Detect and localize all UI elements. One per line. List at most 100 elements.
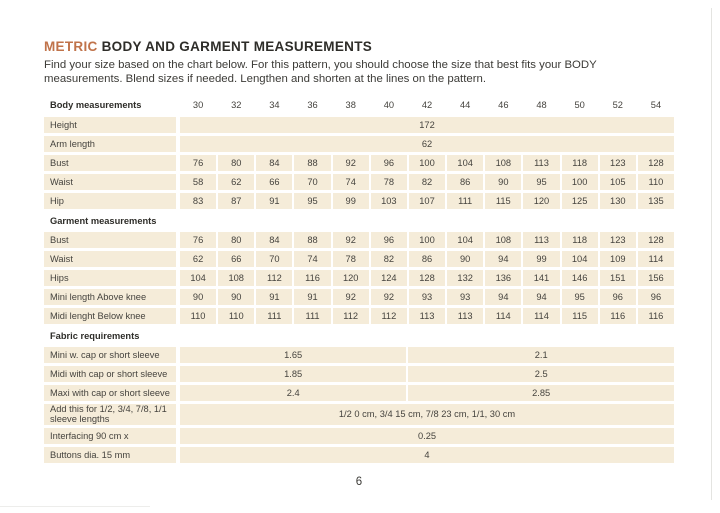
row-cells: 83 87 91 95 99 103 107 111 115 120 125 130 135: [180, 192, 675, 209]
value-cell: 93: [408, 288, 446, 305]
value-cell: 99: [523, 250, 560, 267]
size-column-header: 48: [536, 100, 547, 111]
table-row: Maxi with cap or short sleeve 2.4 2.85: [44, 384, 674, 401]
value-cell: 120: [523, 192, 560, 209]
table-row: Add this for 1/2, 3/4, 7/8, 1/1 sleeve l…: [44, 403, 674, 425]
row-label: Waist: [44, 250, 176, 267]
table-row: Mini w. cap or short sleeve 1.65 2.1: [44, 346, 674, 363]
value-cell: 86: [408, 250, 446, 267]
size-column-header: 34: [269, 100, 280, 111]
value-cell: 109: [599, 250, 636, 267]
value-cell: 114: [637, 250, 675, 267]
value-cell: 66: [218, 250, 255, 267]
value-cell: 90: [447, 250, 484, 267]
row-cells: 0.25: [180, 427, 674, 444]
row-cells: 76 80 84 88 92 96 100 104 108 113 118 123 128: [180, 154, 675, 171]
value-cell: 92: [370, 288, 407, 305]
value-cell: 91: [256, 192, 293, 209]
value-cell: 136: [485, 269, 522, 286]
table-row: Height 172: [44, 116, 674, 133]
value-cell: 108: [485, 154, 522, 171]
value-cell: 92: [332, 154, 369, 171]
page-title: METRIC BODY AND GARMENT MEASUREMENTS: [44, 39, 674, 54]
value-cell: 82: [408, 173, 446, 190]
value-cell: 128: [637, 231, 675, 248]
value-cell: 116: [294, 269, 331, 286]
intro-line-2: measurements. Blend sizes if needed. Len…: [44, 73, 486, 86]
value-cell: 115: [561, 307, 598, 324]
value-cell: 90: [218, 288, 255, 305]
page-edge-line-bottom: [0, 506, 150, 507]
row-label: Mini w. cap or short sleeve: [44, 346, 176, 363]
value-cell: 58: [180, 173, 217, 190]
section-header-label: Fabric requirements: [50, 331, 140, 342]
table-row: Hip 83 87 91 95 99 103 107 111 115 120 125 130 135: [44, 192, 675, 209]
row-label: Hips: [44, 269, 176, 286]
row-cells: 1/2 0 cm, 3/4 15 cm, 7/8 23 cm, 1/1, 30 …: [180, 403, 674, 425]
value-cell-sizes-30-40: 1.85: [180, 365, 407, 382]
value-cell: 111: [447, 192, 484, 209]
page-edge-line-right: [711, 8, 712, 500]
value-cell: 74: [332, 173, 369, 190]
value-cell: 88: [294, 231, 331, 248]
value-cell: 113: [408, 307, 446, 324]
table-row: Buttons dia. 15 mm 4: [44, 446, 674, 463]
value-cell: 110: [180, 307, 217, 324]
row-label: Maxi with cap or short sleeve: [44, 384, 176, 401]
value-cell-span: 1/2 0 cm, 3/4 15 cm, 7/8 23 cm, 1/1, 30 …: [180, 403, 674, 425]
size-column-header: 36: [307, 100, 318, 111]
intro-line-1: Find your size based on the chart below.…: [44, 59, 597, 71]
value-cell: 108: [485, 231, 522, 248]
value-cell: 80: [218, 154, 255, 171]
value-cell: 95: [561, 288, 598, 305]
value-cell: 116: [637, 307, 675, 324]
value-cell: 76: [180, 231, 217, 248]
value-cell: 94: [485, 250, 522, 267]
value-cell: 86: [447, 173, 484, 190]
value-cell: 100: [408, 231, 446, 248]
table-row: Interfacing 90 cm x 0.25: [44, 427, 674, 444]
value-cell: 105: [599, 173, 636, 190]
value-cell: 91: [294, 288, 331, 305]
value-cell: 132: [447, 269, 484, 286]
page-title-metric: METRIC: [44, 39, 98, 54]
row-label: Hip: [44, 192, 176, 209]
intro-text: Find your size based on the chart below.…: [44, 58, 674, 87]
value-cell: 78: [370, 173, 407, 190]
row-cells: 62 66 70 74 78 82 86 90 94 99 104 109 114: [180, 250, 675, 267]
value-cell: 83: [180, 192, 217, 209]
value-cell: 108: [218, 269, 255, 286]
value-cell: 110: [218, 307, 255, 324]
value-cell: 125: [561, 192, 598, 209]
section-header-row: Garment measurements: [44, 214, 674, 229]
row-label: Arm length: [44, 135, 176, 152]
page-content: METRIC BODY AND GARMENT MEASUREMENTS Fin…: [44, 39, 675, 488]
row-cells: 104 108 112 116 120 124 128 132 136 141 146 151 156: [180, 269, 675, 286]
row-label: Buttons dia. 15 mm: [44, 446, 176, 463]
row-cells: 1.85 2.5: [180, 365, 674, 382]
row-cells: 76 80 84 88 92 96 100 104 108 113 118 123 128: [180, 231, 675, 248]
size-column-header: 44: [460, 100, 471, 111]
value-cell: 124: [370, 269, 407, 286]
row-label: Height: [44, 116, 176, 133]
value-cell-sizes-42-54: 2.5: [408, 365, 674, 382]
value-cell: 113: [447, 307, 484, 324]
value-cell: 93: [447, 288, 484, 305]
row-label: Add this for 1/2, 3/4, 7/8, 1/1 sleeve l…: [44, 403, 176, 425]
value-cell: 112: [370, 307, 407, 324]
value-cell: 84: [256, 154, 293, 171]
table-row: Mini length Above knee 90 90 91 91 92 92 93 93 94…: [44, 288, 675, 305]
value-cell: 104: [447, 231, 484, 248]
value-cell: 115: [485, 192, 522, 209]
row-label: Midi with cap or short sleeve: [44, 365, 176, 382]
value-cell-sizes-30-40: 2.4: [180, 384, 407, 401]
value-cell: 118: [561, 231, 598, 248]
value-cell: 80: [218, 231, 255, 248]
value-cell: 113: [523, 231, 560, 248]
value-cell: 112: [332, 307, 369, 324]
value-cell: 103: [370, 192, 407, 209]
table-row: Bust 76 80 84 88 92 96 100 104 108 113 118 123 128: [44, 154, 675, 171]
value-cell: 130: [599, 192, 636, 209]
value-cell: 151: [599, 269, 636, 286]
value-cell: 116: [599, 307, 636, 324]
